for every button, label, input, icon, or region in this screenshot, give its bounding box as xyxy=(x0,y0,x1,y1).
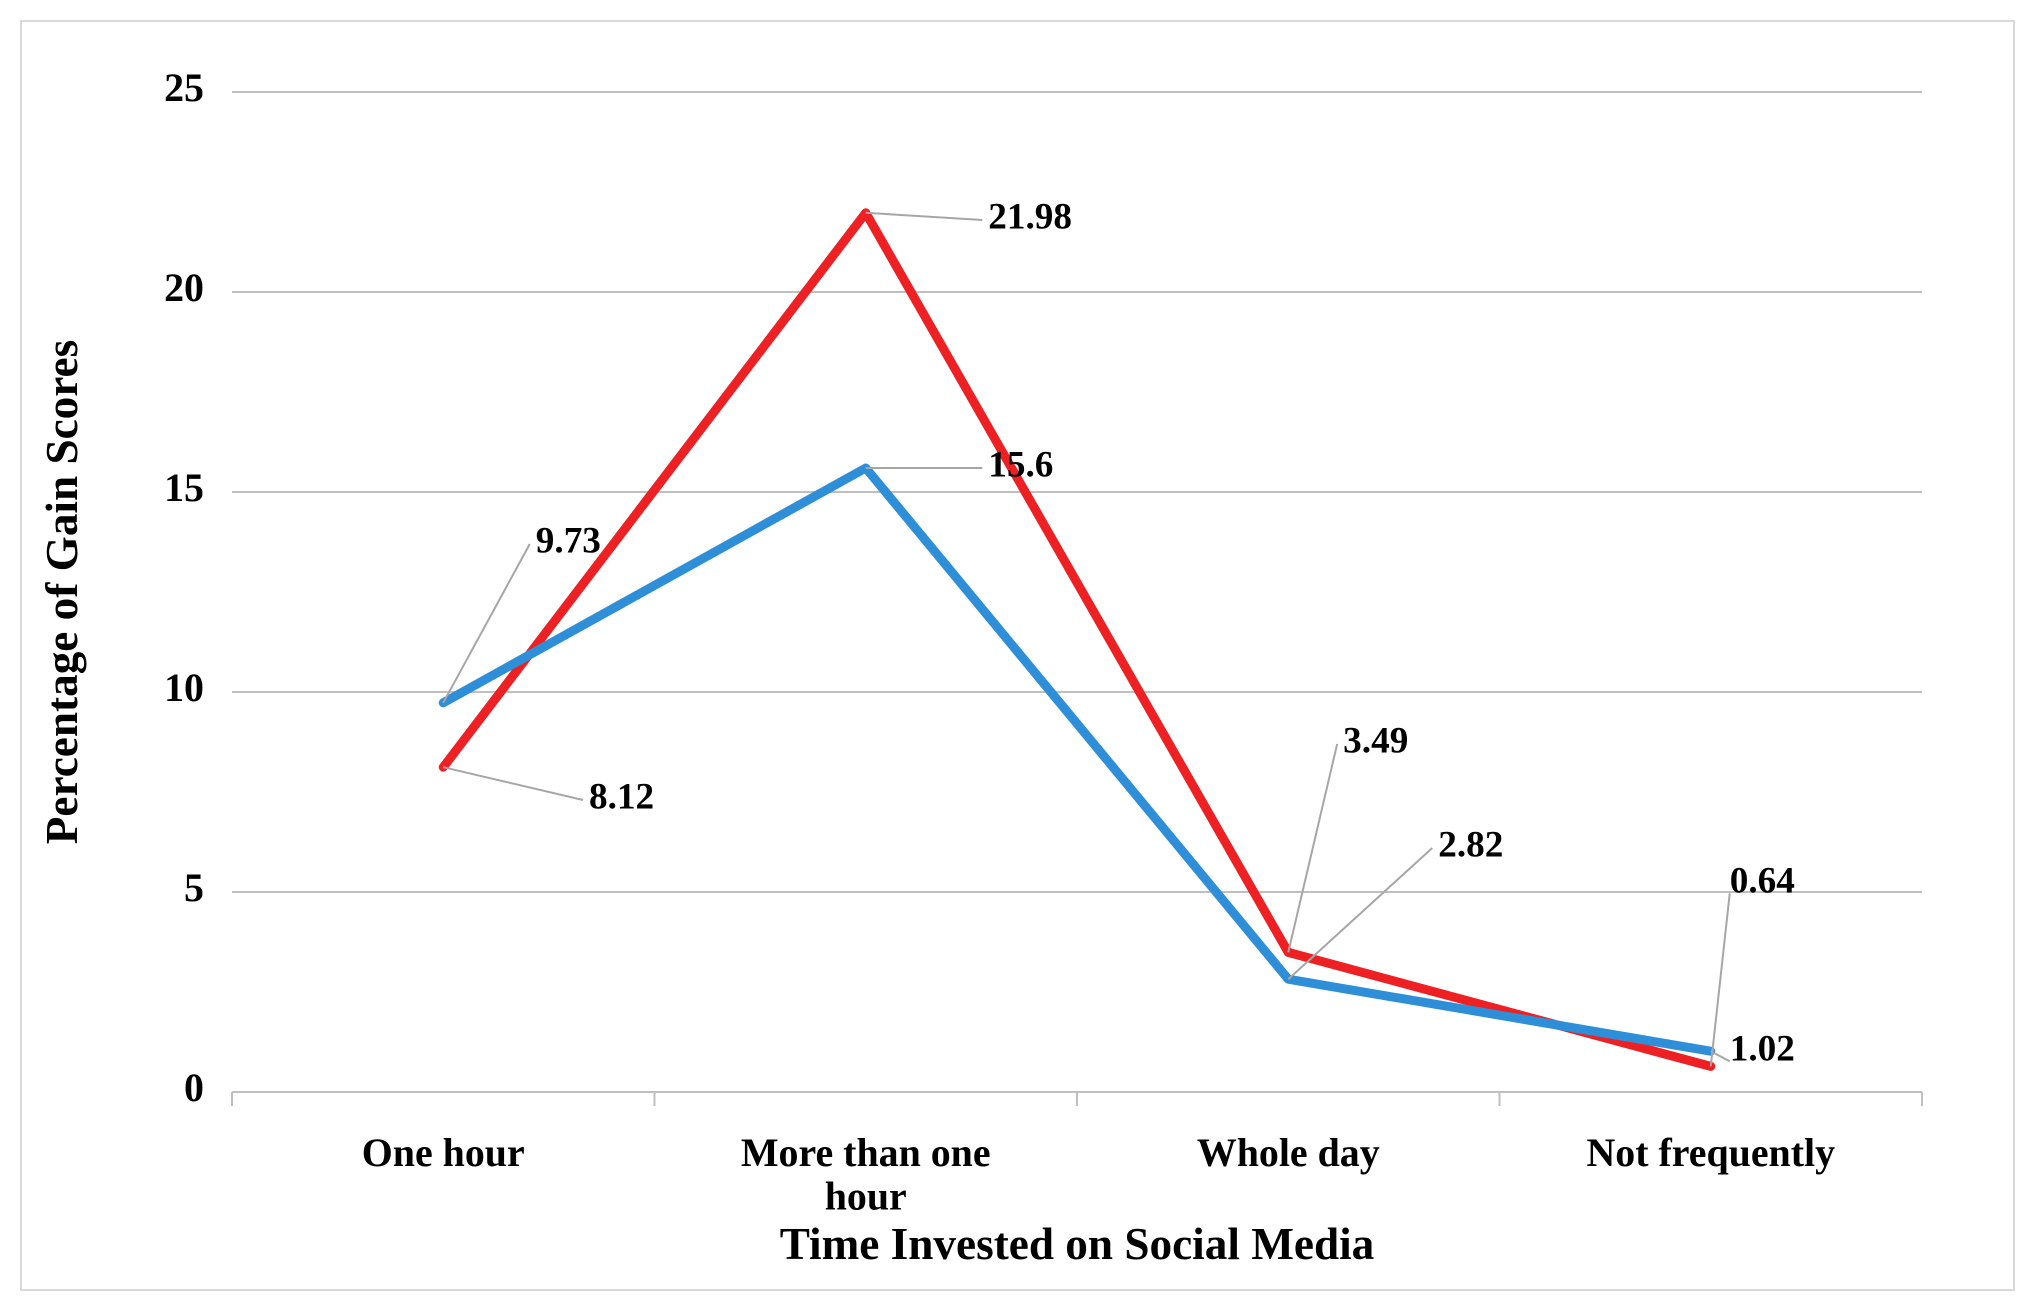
data-label: 0.64 xyxy=(1730,861,1795,902)
data-label: 1.02 xyxy=(1730,1029,1795,1070)
x-category-label: Not frequently xyxy=(1586,1130,1835,1175)
chart-container: 0 5 10 15 20 25 One hour More than onehour Whole… xyxy=(0,0,2035,1311)
data-label: 2.82 xyxy=(1438,825,1503,866)
y-tick-label: 25 xyxy=(164,65,204,110)
data-label: 3.49 xyxy=(1343,721,1408,762)
y-tick-label: 0 xyxy=(184,1065,204,1110)
x-category-label: One hour xyxy=(362,1130,525,1175)
y-tick-label: 20 xyxy=(164,265,204,310)
chart-frame: 0 5 10 15 20 25 One hour More than onehour Whole… xyxy=(20,20,2015,1291)
data-label: 15.6 xyxy=(988,445,1053,486)
svg-text:More than one: More than one xyxy=(741,1130,991,1175)
data-label-leader xyxy=(1711,1051,1730,1061)
data-label-leader xyxy=(1288,744,1337,952)
svg-text:Not frequently: Not frequently xyxy=(1586,1130,1835,1175)
line-chart: 0 5 10 15 20 25 One hour More than onehour Whole… xyxy=(22,22,2013,1289)
series-series_red xyxy=(443,213,1711,1067)
svg-text:hour: hour xyxy=(825,1174,907,1219)
y-axis-title: Percentage of Gain Scores xyxy=(37,340,87,844)
x-category-label: Whole day xyxy=(1197,1130,1380,1175)
data-label: 21.98 xyxy=(988,197,1072,238)
x-category-label: More than onehour xyxy=(741,1130,991,1219)
data-label-leader xyxy=(1711,893,1730,1066)
y-tick-label: 15 xyxy=(164,465,204,510)
data-label-leader xyxy=(443,767,583,800)
y-tick-label: 5 xyxy=(184,865,204,910)
x-axis-title: Time Invested on Social Media xyxy=(780,1219,1375,1269)
data-label: 8.12 xyxy=(589,777,654,818)
svg-text:Whole day: Whole day xyxy=(1197,1130,1380,1175)
series-series_blue xyxy=(443,468,1711,1051)
svg-text:One hour: One hour xyxy=(362,1130,525,1175)
y-tick-label: 10 xyxy=(164,665,204,710)
data-label: 9.73 xyxy=(536,521,601,562)
data-label-leader xyxy=(1288,848,1432,979)
data-label-leader xyxy=(866,213,983,220)
